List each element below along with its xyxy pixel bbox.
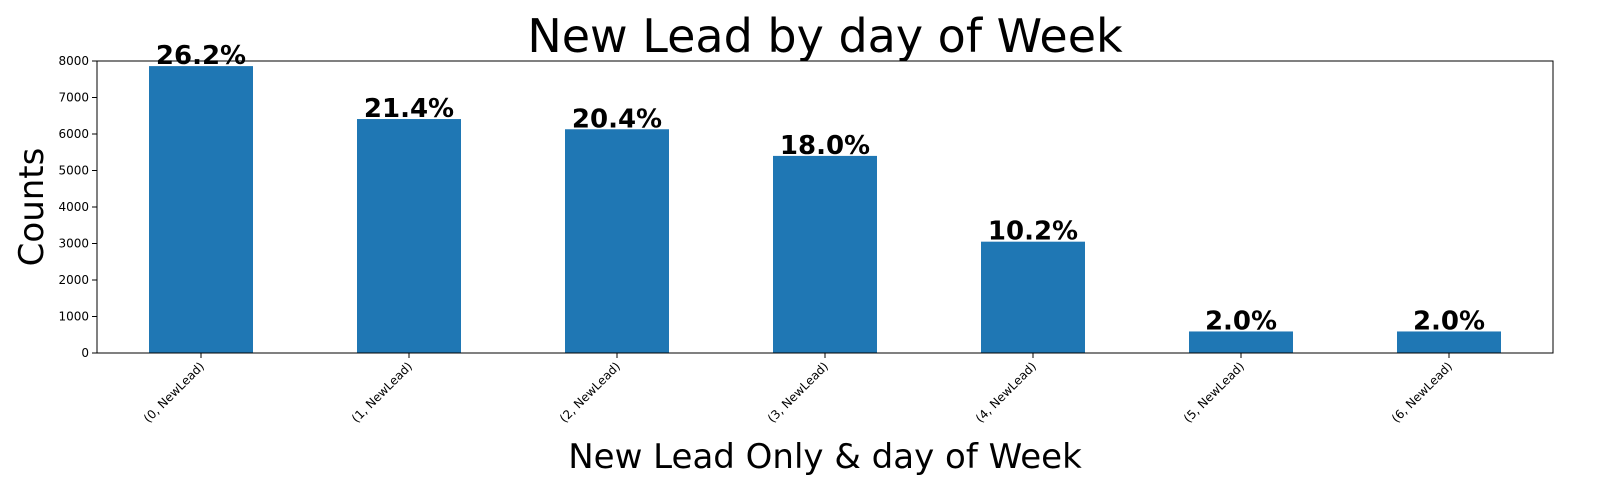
bar — [981, 241, 1085, 353]
x-tick-label: (0, NewLead) — [141, 359, 207, 425]
bar-label: 26.2% — [156, 41, 246, 71]
y-tick-label: 6000 — [58, 127, 89, 141]
y-tick-label: 0 — [81, 346, 89, 360]
bar-label: 20.4% — [572, 104, 662, 134]
x-tick-label: (4, NewLead) — [973, 359, 1039, 425]
chart-title: New Lead by day of Week — [527, 9, 1123, 63]
y-tick-label: 8000 — [58, 54, 89, 68]
plot-frame — [96, 60, 1554, 354]
x-tick-label: (1, NewLead) — [349, 359, 415, 425]
y-tick-label: 7000 — [58, 91, 89, 105]
bar — [1189, 331, 1293, 353]
y-tick-label: 1000 — [58, 310, 89, 324]
y-tick-label: 2000 — [58, 273, 89, 287]
x-axis-label: New Lead Only & day of Week — [568, 437, 1082, 477]
bar-label: 10.2% — [988, 217, 1078, 247]
y-tick-label: 4000 — [58, 200, 89, 214]
x-tick-label: (3, NewLead) — [765, 359, 831, 425]
y-tick-label: 3000 — [58, 237, 89, 251]
bar — [149, 66, 253, 354]
bar-label: 2.0% — [1205, 306, 1277, 336]
bar-label: 2.0% — [1413, 306, 1485, 336]
bar — [565, 129, 669, 353]
bar-label: 21.4% — [364, 94, 454, 124]
bar-label: 18.0% — [780, 131, 870, 161]
x-tick-label: (6, NewLead) — [1389, 359, 1455, 425]
y-axis-label: Counts — [12, 148, 52, 267]
bar — [773, 155, 877, 353]
bar — [357, 119, 461, 353]
y-tick-label: 5000 — [58, 164, 89, 178]
x-tick-label: (2, NewLead) — [557, 359, 623, 425]
x-tick-label: (5, NewLead) — [1181, 359, 1247, 425]
bar — [1397, 331, 1501, 353]
